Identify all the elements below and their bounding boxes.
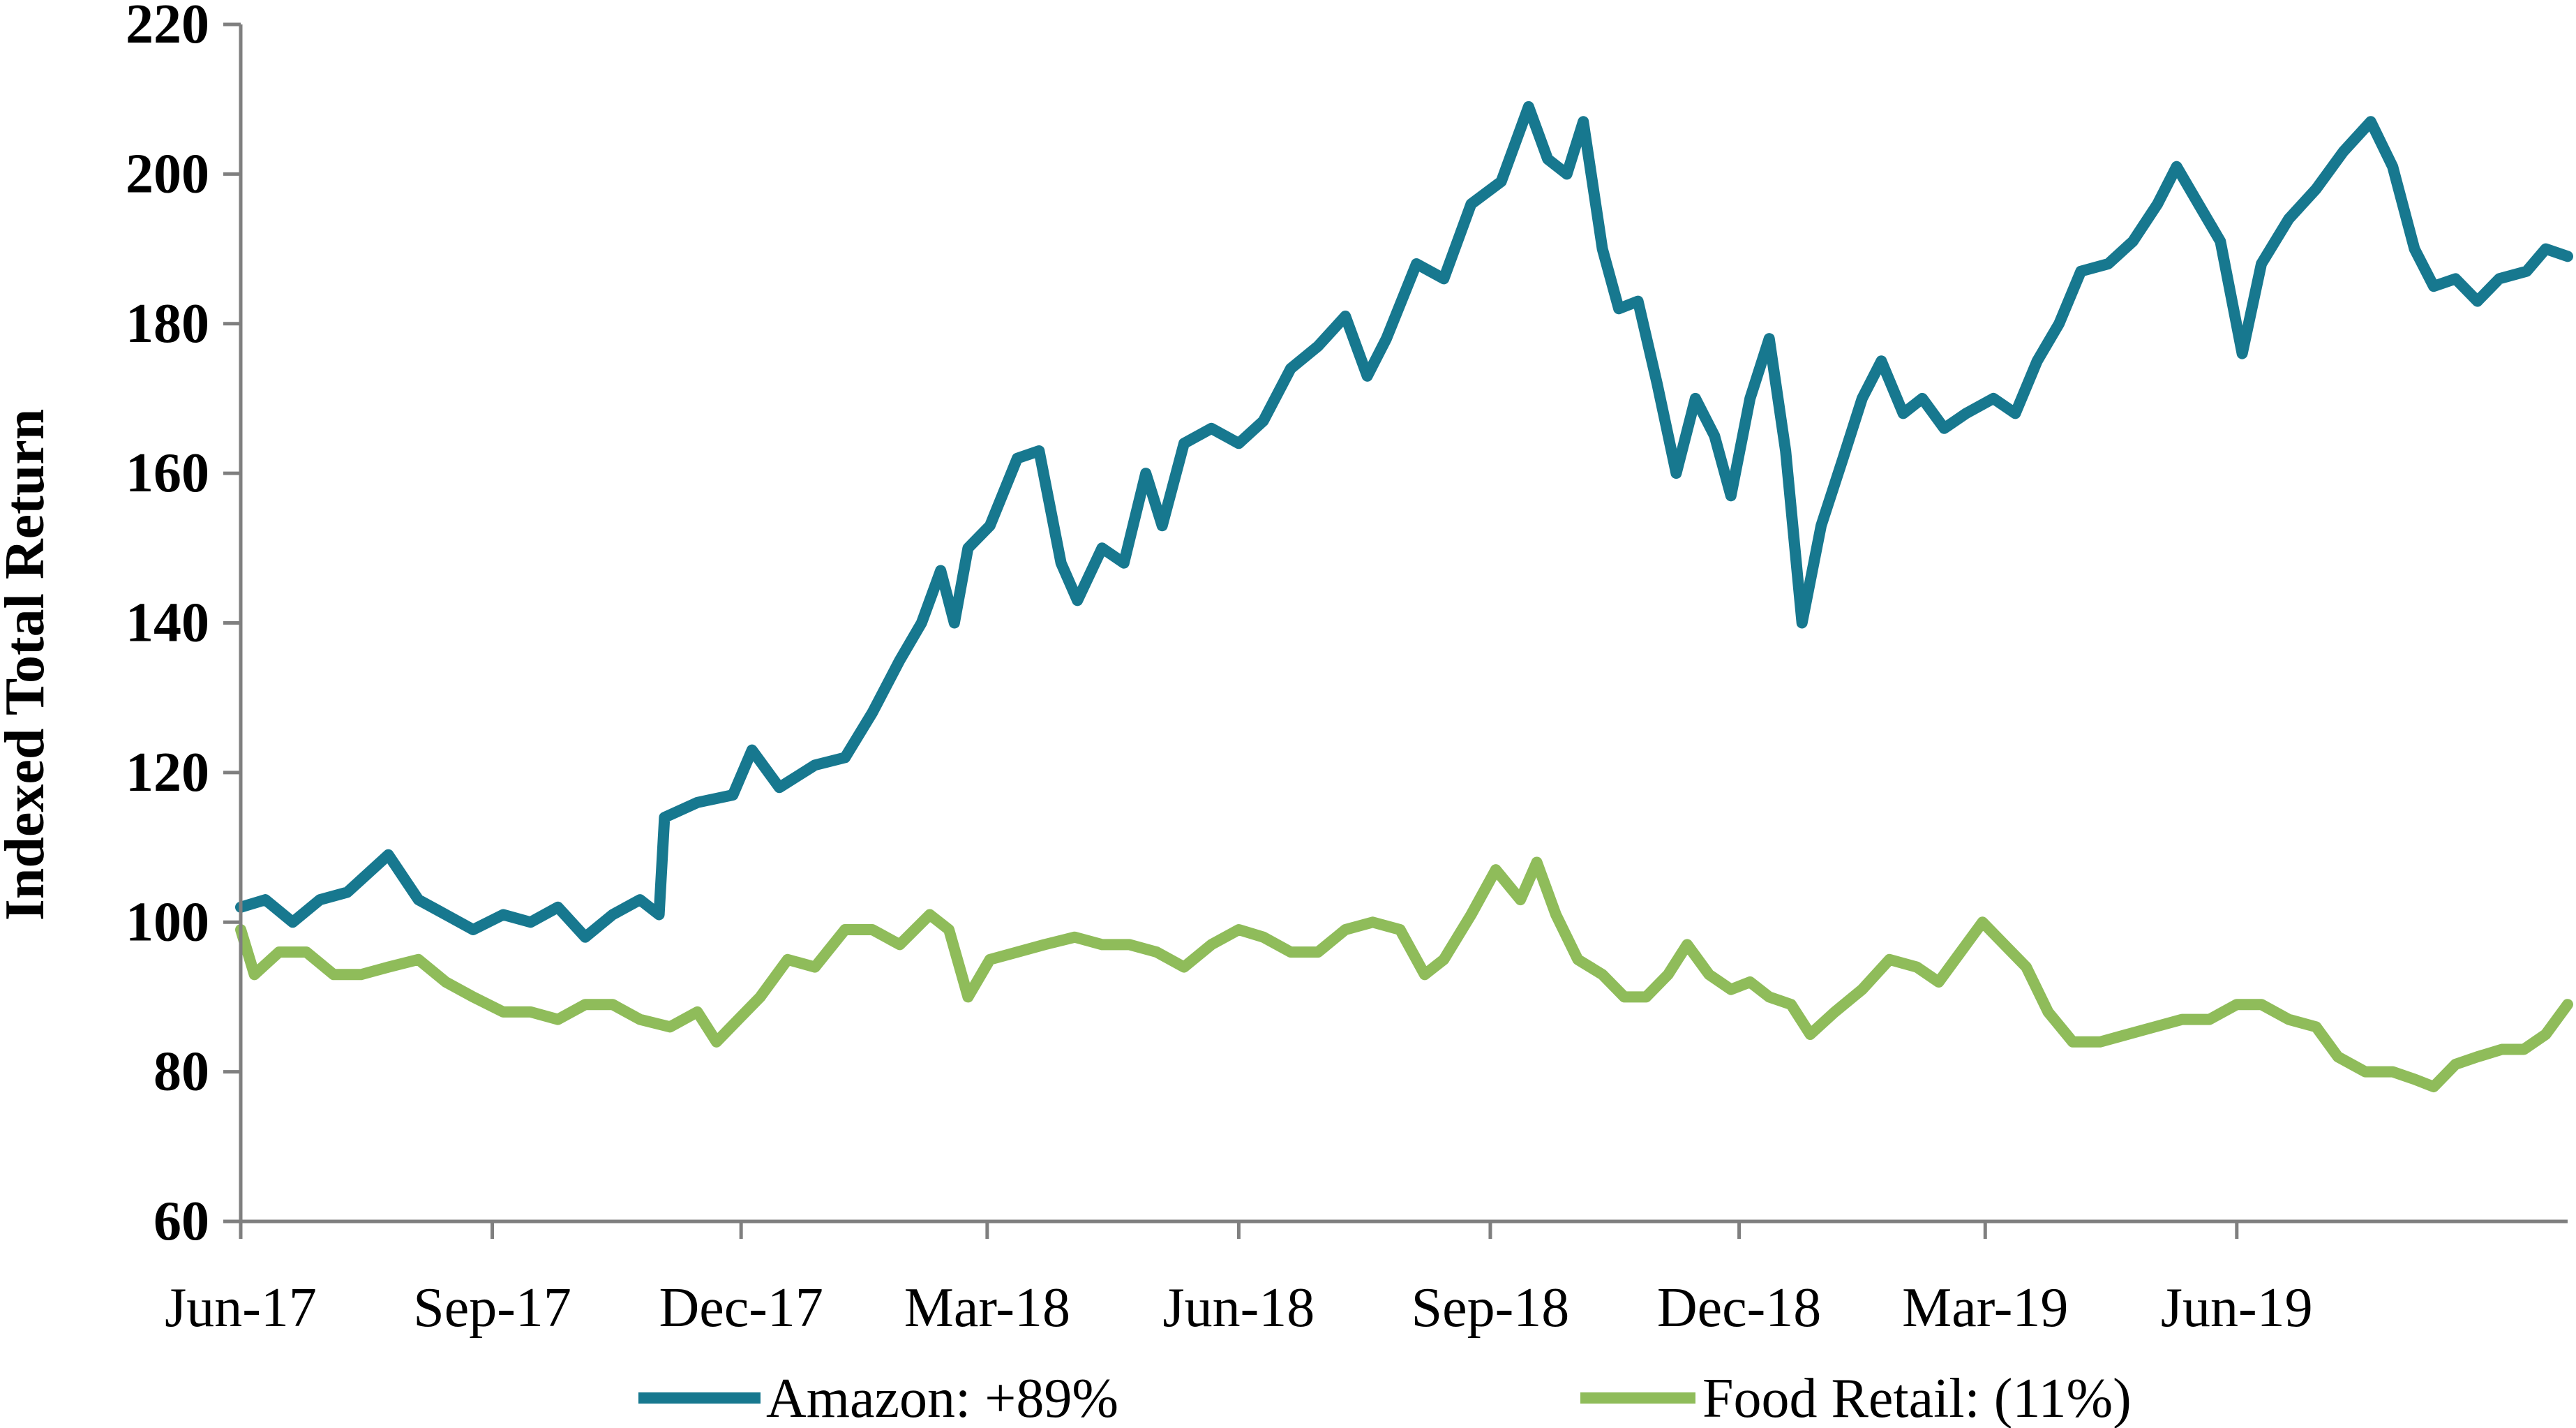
y-tick-label: 180 — [126, 293, 209, 355]
x-tick-label: Jun-17 — [165, 1277, 317, 1339]
series-line-food-retail — [235, 856, 2573, 1093]
y-tick-label: 60 — [153, 1191, 209, 1252]
y-tick-label: 160 — [126, 442, 209, 504]
y-axis-title: Indexed Total Return — [0, 409, 56, 921]
x-tick-label: Dec-18 — [1657, 1277, 1821, 1339]
legend-label-amazon: Amazon: +89% — [766, 1368, 1118, 1428]
y-tick-label: 100 — [126, 891, 209, 953]
y-tick-label: 140 — [126, 593, 209, 654]
y-tick-label: 120 — [126, 742, 209, 803]
x-tick-label: Sep-18 — [1411, 1277, 1570, 1339]
series-line-amazon — [235, 101, 2573, 943]
y-tick-label: 220 — [126, 0, 209, 55]
x-tick-label: Sep-17 — [413, 1277, 571, 1339]
x-ticks: Jun-17 Sep-17 Dec-17 Mar-18 Jun-18 Sep-18 Dec-… — [165, 1221, 2313, 1339]
x-tick-label: Jun-18 — [1163, 1277, 1315, 1339]
plot-lines — [235, 101, 2573, 1093]
x-tick-label: Mar-18 — [904, 1277, 1070, 1339]
y-tick-label: 200 — [126, 143, 209, 204]
x-tick-label: Jun-19 — [2161, 1277, 2313, 1339]
y-ticks: 60 80 100 120 140 160 180 200 220 — [126, 0, 241, 1252]
x-tick-label: Dec-17 — [659, 1277, 823, 1339]
axes: 60 80 100 120 140 160 180 200 220 Jun-17 Sep-17 De… — [126, 0, 2568, 1339]
y-tick-label: 80 — [153, 1041, 209, 1103]
x-tick-label: Mar-19 — [1902, 1277, 2068, 1339]
legend-label-food-retail: Food Retail: (11%) — [1702, 1368, 2132, 1428]
legend: Amazon: +89% Food Retail: (11%) — [638, 1368, 2132, 1428]
